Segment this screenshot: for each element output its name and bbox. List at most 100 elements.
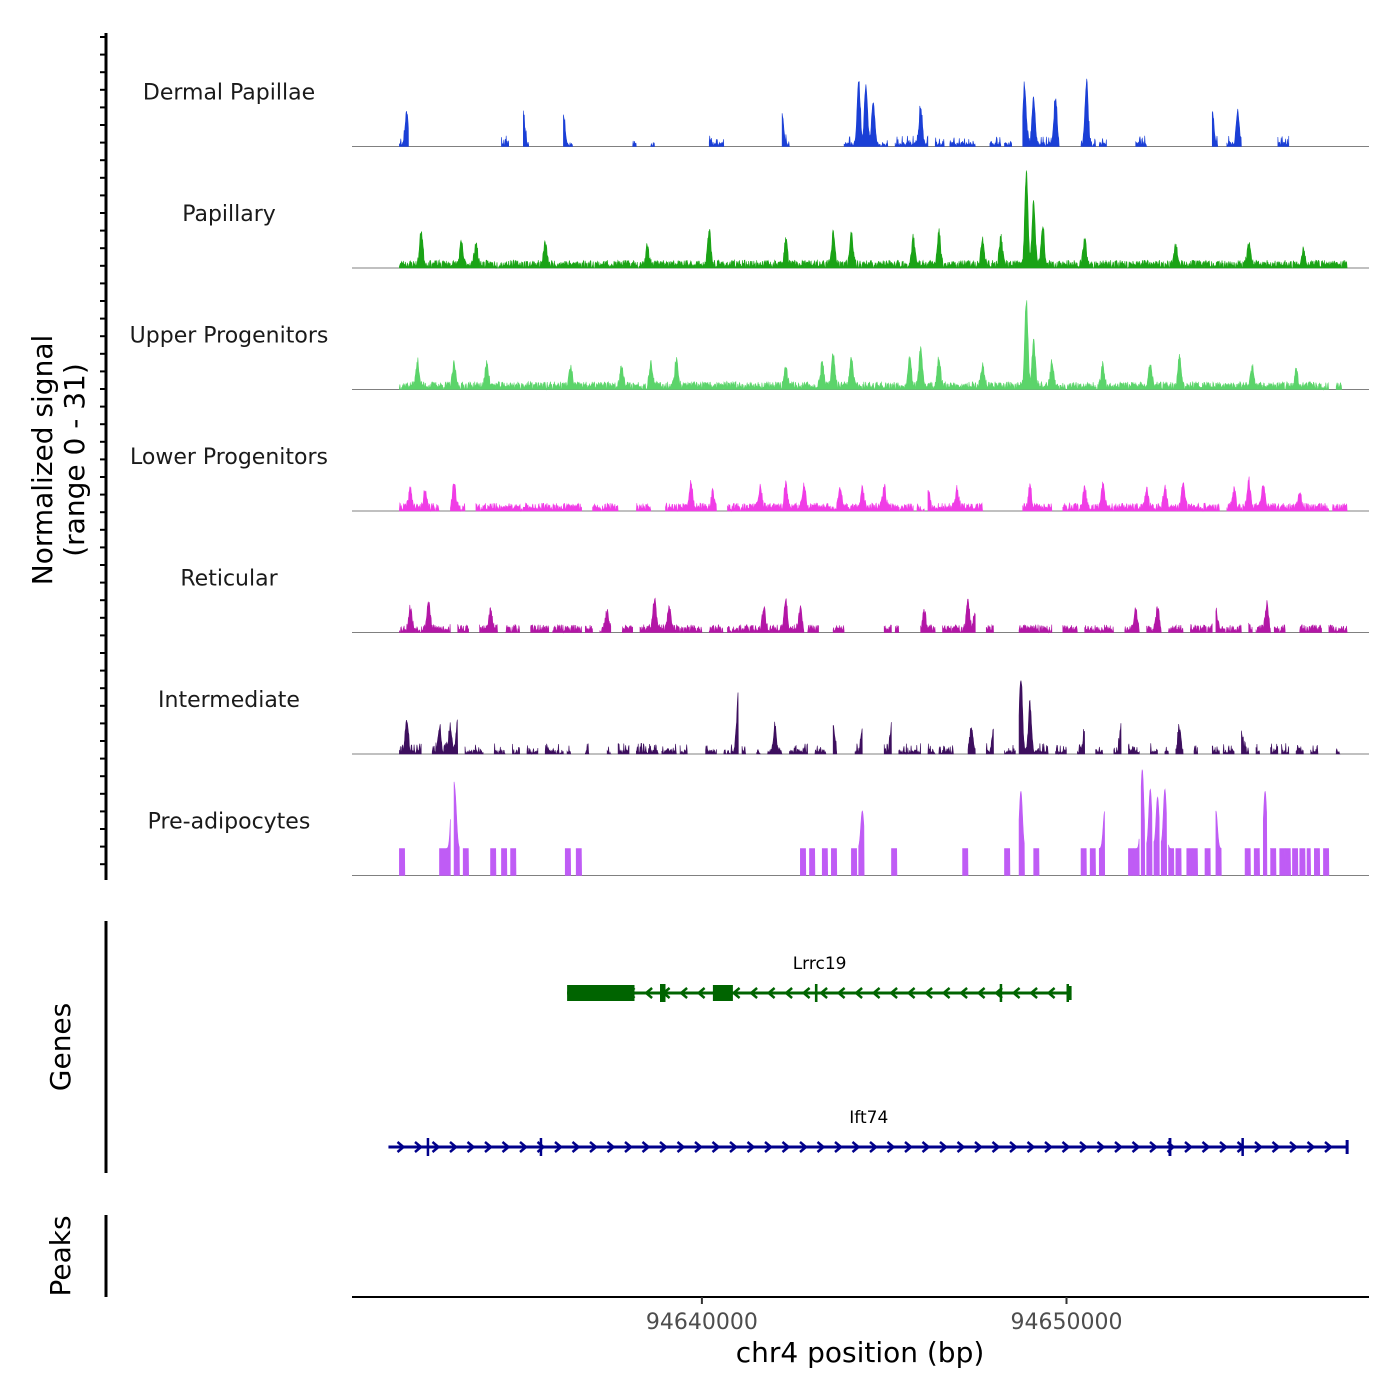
- signal-region: [636, 503, 652, 512]
- signal-region: [464, 744, 484, 755]
- track-label: Dermal Papillae: [143, 81, 315, 106]
- signal-region: [399, 111, 409, 147]
- signal-region: [1255, 600, 1271, 633]
- signal-region: [1018, 791, 1025, 876]
- strand-arrow: [799, 1141, 808, 1153]
- signal-region: [1211, 745, 1220, 755]
- strand-arrow: [1306, 1141, 1316, 1153]
- strand-arrow: [519, 1141, 528, 1153]
- signal-region: [530, 624, 550, 633]
- signal-region: [1270, 848, 1277, 876]
- signal-region: [1160, 788, 1167, 876]
- signal-region: [1077, 728, 1085, 755]
- strand-arrow: [854, 987, 863, 999]
- strand-arrow: [1114, 1141, 1123, 1153]
- signal-region: [831, 848, 838, 876]
- strand-arrow: [731, 987, 741, 999]
- strand-arrow: [414, 1141, 423, 1153]
- strand-arrow: [711, 1141, 721, 1153]
- x-axis-ticks: 94640000 94650000: [646, 1297, 1122, 1335]
- signal-region: [1299, 848, 1306, 876]
- strand-arrow: [921, 1141, 931, 1153]
- signal-region: [942, 598, 976, 633]
- signal-region: [1244, 848, 1251, 876]
- signal-region: [1164, 746, 1169, 755]
- signal-region: [475, 502, 582, 513]
- signal-region: [843, 81, 889, 147]
- signal-region: [1186, 848, 1193, 876]
- signal-region: [898, 743, 921, 755]
- strand-arrow: [1149, 1141, 1158, 1153]
- gene-label: Lrrc19: [793, 954, 847, 974]
- gene-lrrc19: Lrrc19: [567, 954, 1072, 1002]
- strand-arrow: [749, 987, 758, 999]
- signal-region: [617, 743, 630, 755]
- signal-region: [584, 743, 590, 755]
- signal-region: [1270, 743, 1279, 755]
- signal-region: [1146, 788, 1153, 876]
- track-label: Reticular: [180, 567, 278, 592]
- signal-region: [1175, 848, 1182, 876]
- signal-region: [621, 624, 633, 633]
- signal-region: [708, 623, 724, 633]
- strand-arrow: [784, 987, 793, 999]
- strand-arrow: [781, 1141, 791, 1153]
- strand-arrow: [1011, 987, 1021, 999]
- signal-region: [920, 609, 936, 633]
- track-label: Pre-adipocytes: [148, 810, 311, 835]
- signal-region: [1215, 607, 1242, 633]
- signal-region: [1168, 624, 1184, 633]
- strand-arrow: [644, 987, 653, 999]
- strand-arrow: [659, 1141, 668, 1153]
- signal-region: [821, 848, 828, 876]
- signal-region: [1277, 135, 1290, 147]
- strand-arrow: [1219, 1141, 1228, 1153]
- signal-region: [1211, 110, 1219, 147]
- strand-arrow: [869, 1141, 878, 1153]
- signal-region: [457, 624, 469, 633]
- signal-region: [949, 137, 976, 148]
- track-reticular: Reticular: [180, 567, 1369, 634]
- strand-arrow: [1271, 1141, 1281, 1153]
- signal-region: [1140, 769, 1146, 876]
- signal-region: [1004, 140, 1013, 148]
- signal-region: [1062, 625, 1078, 633]
- gene-exon: [814, 984, 818, 1002]
- strand-arrow: [924, 987, 933, 999]
- signal-region: [501, 135, 510, 147]
- signal-region: [564, 848, 572, 876]
- signal-region: [1175, 724, 1184, 755]
- strand-arrow: [396, 1141, 406, 1153]
- signal-region: [399, 719, 422, 755]
- track-dermal-papillae: Dermal Papillae: [143, 78, 1369, 148]
- strand-arrow: [589, 1141, 598, 1153]
- signal-region: [1332, 503, 1348, 512]
- signal-region: [606, 746, 612, 755]
- signal-region: [1204, 848, 1211, 876]
- track-lower-progenitors: Lower Progenitors: [130, 445, 1369, 513]
- signal-region: [1133, 838, 1140, 876]
- signal-region: [431, 719, 459, 755]
- strand-arrow: [801, 987, 811, 999]
- signal-region: [934, 137, 945, 147]
- signal-region: [636, 742, 659, 755]
- signal-region: [552, 624, 582, 634]
- signal-region: [650, 142, 655, 147]
- signal-region: [1226, 108, 1242, 148]
- signal-region: [1080, 848, 1087, 876]
- signal-region: [1004, 848, 1011, 876]
- signal-region: [967, 727, 976, 755]
- strand-arrow: [536, 1141, 546, 1153]
- gene-exon: [567, 985, 635, 1001]
- signal-region: [1089, 848, 1096, 876]
- signal-region: [1215, 810, 1222, 876]
- signal-region: [1095, 746, 1104, 755]
- strand-arrow: [484, 1141, 493, 1153]
- strand-arrow: [871, 987, 881, 999]
- signal-region: [767, 721, 783, 755]
- signal-region: [450, 483, 466, 513]
- signal-region: [927, 743, 937, 755]
- signal-region: [399, 848, 406, 876]
- strand-arrow: [959, 987, 968, 999]
